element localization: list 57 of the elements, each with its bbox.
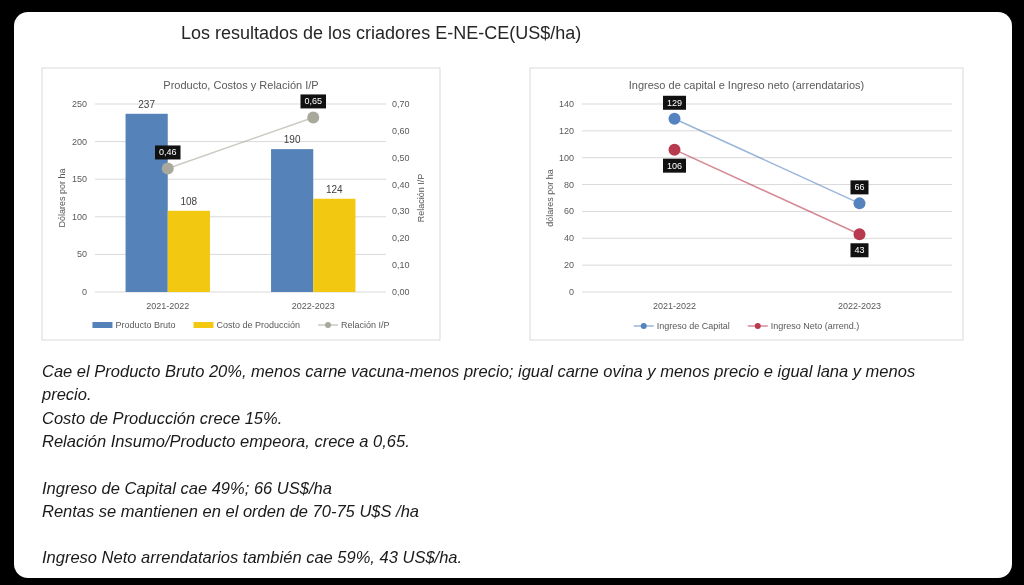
y-tick-label: 0	[81, 287, 87, 297]
data-label: 129	[666, 97, 683, 108]
y2-tick-label: 0,30	[392, 206, 410, 217]
y-tick-label: 250	[71, 99, 87, 109]
legend-label: Producto Bruto	[115, 320, 176, 330]
y2-tick-label: 0,00	[392, 287, 410, 297]
legend-label: Ingreso de Capital	[656, 321, 730, 331]
x-tick-label: 2021-2022	[652, 301, 697, 311]
legend-label: Costo de Producción	[216, 320, 301, 330]
legend-label: Ingreso Neto (arrend.)	[770, 321, 860, 331]
bar	[271, 149, 314, 292]
data-label: 237	[138, 98, 156, 110]
data-label: 66	[854, 182, 865, 193]
data-label: 43	[854, 245, 865, 256]
y-tick-label: 50	[76, 249, 87, 260]
data-label: 124	[326, 183, 344, 195]
chart-title: Producto, Costos y Relación I/P	[163, 79, 319, 91]
legend-label: Relación I/P	[341, 320, 390, 330]
y-tick-label: 200	[71, 136, 87, 147]
y-axis-title: dólares por ha	[545, 169, 555, 227]
y-tick-label: 60	[563, 206, 574, 217]
point	[853, 197, 866, 210]
point	[668, 143, 681, 156]
data-label: 190	[283, 133, 301, 145]
x-tick-label: 2022-2023	[291, 301, 335, 311]
text: Ingreso de Capital cae 49%; 66 US$/ha Rentas se mantienen en el orden de 70-75 U$S /ha	[42, 478, 420, 520]
text: Los resultados de los criadores E-NE-CE(US$/ha)	[181, 23, 582, 43]
point	[668, 112, 681, 125]
y-tick-label: 40	[563, 233, 574, 244]
y-tick-label: 80	[563, 179, 574, 190]
y-tick-label: 120	[558, 125, 574, 136]
y2-tick-label: 0,20	[392, 233, 410, 244]
x-tick-label: 2022-2023	[837, 301, 882, 311]
y2-axis-title: Relación I/P	[416, 173, 426, 223]
y-tick-label: 140	[558, 99, 574, 109]
y-tick-label: 100	[71, 211, 87, 222]
bar	[167, 210, 210, 292]
y2-tick-label: 0,60	[392, 125, 410, 136]
data-label: 106	[666, 160, 683, 171]
y2-tick-label: 0,70	[392, 99, 410, 109]
text: Cae el Producto Bruto 20%, menos carne vacuna-menos precio; igual carne ovina y menos precio e igual lana y menos precio. Costo de Producción crece 15%. Relación Insumo/Producto empeora, crece a 0,65.	[41, 362, 916, 450]
data-label: 0,46	[158, 147, 177, 158]
chart-title: Ingreso de capital e Ingreso neto (arrendatarios)	[628, 79, 865, 91]
y-tick-label: 150	[71, 174, 87, 185]
y-tick-label: 100	[558, 152, 574, 163]
data-label: 108	[180, 195, 198, 207]
bar	[313, 198, 356, 292]
point	[853, 228, 866, 241]
y-tick-label: 0	[568, 287, 574, 297]
x-tick-label: 2021-2022	[146, 301, 190, 311]
data-label: 0,65	[304, 96, 323, 107]
y2-tick-label: 0,10	[392, 260, 410, 271]
y-axis-title: Dólares por ha	[57, 168, 67, 228]
y2-tick-label: 0,40	[392, 179, 410, 190]
y-tick-label: 20	[563, 260, 574, 271]
y2-tick-label: 0,50	[392, 152, 410, 163]
text: Ingreso Neto arrendatarios también cae 59%, 43 US$/ha.	[42, 548, 463, 567]
